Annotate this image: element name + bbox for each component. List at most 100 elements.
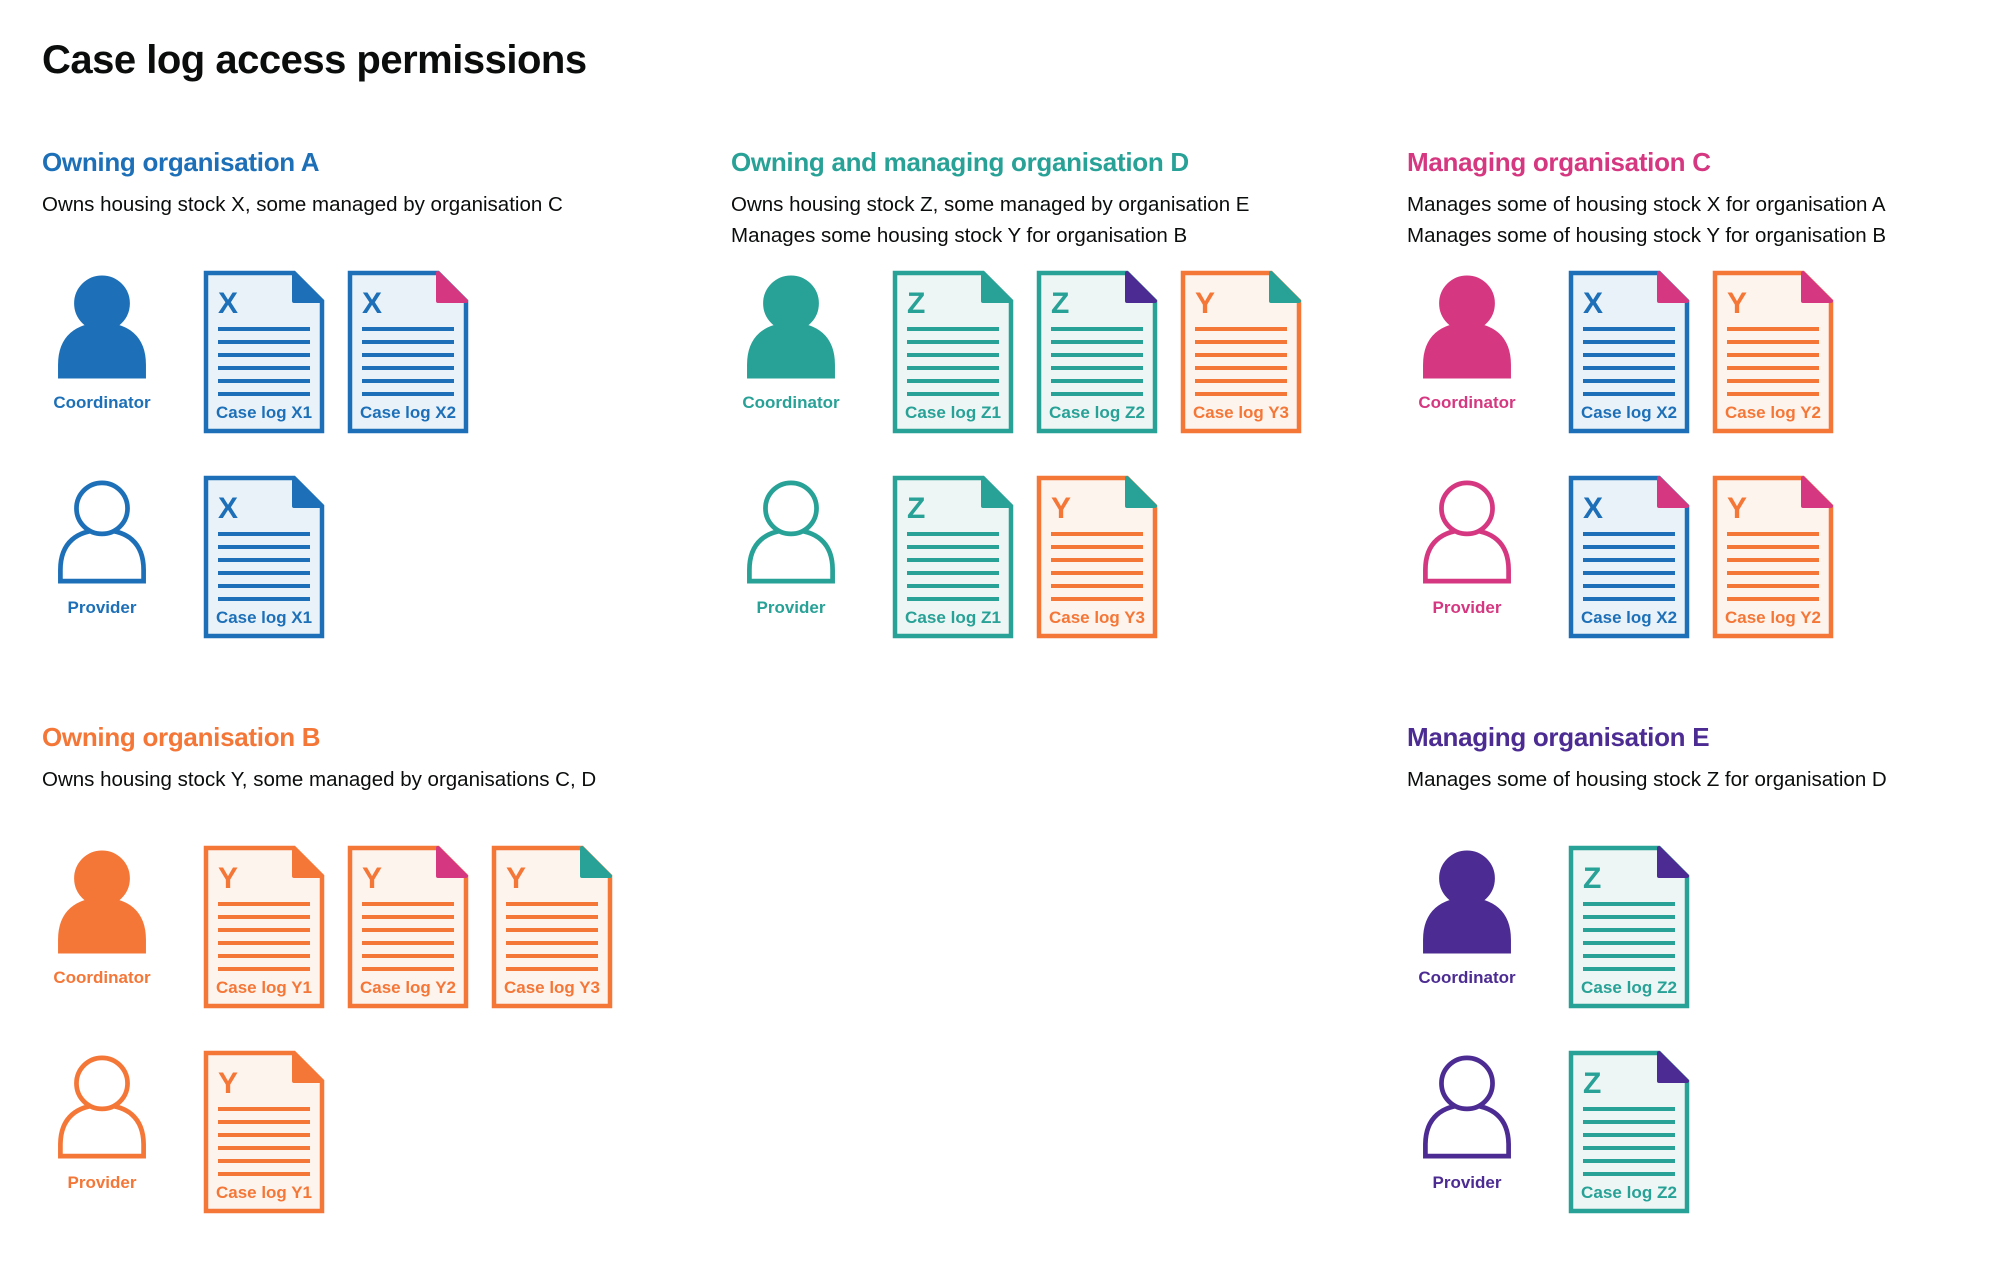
doc-text-line [1583,1172,1675,1176]
doc-corner-fold [1125,476,1157,508]
section-org-c: Managing organisation C Manages some of … [1407,147,1967,688]
case-log-doc-icon: X Case log X1 [203,270,325,434]
doc-corner-fold [1657,846,1689,878]
person: Provider [42,475,162,618]
provider-person-icon [58,1055,146,1159]
doc-text-line [362,379,454,383]
case-log-docs: Z Case log Z2 [1568,845,1690,1009]
person: Coordinator [1407,270,1527,413]
person: Provider [1407,475,1527,618]
description-line: Manages some housing stock Y for organis… [731,223,1188,247]
case-log-docs: X Case log X2 Y Case log Y2 [1568,270,1834,434]
doc-corner-fold [580,846,612,878]
doc-text-line [218,545,310,549]
doc-text-line [1583,954,1675,958]
doc-text-line [506,902,598,906]
stock-letter: Y [362,862,382,895]
doc-text-line [1583,1107,1675,1111]
coordinator-person-icon [1423,850,1511,954]
doc-text-line [907,327,999,331]
doc-text-line [907,571,999,575]
case-log-docs: Z Case log Z1 Y Case log Y3 [892,475,1158,639]
doc-text-line [1727,558,1819,562]
doc-corner-fold [981,271,1013,303]
role-label: Provider [1432,1173,1502,1192]
section-heading: Managing organisation E [1407,722,1710,752]
role-label: Provider [67,1173,137,1192]
case-log-doc-icon: Y Case log Y2 [347,845,469,1009]
section-description: Manages some of housing stock X for orga… [1407,189,1967,251]
provider-row: Provider Z Case log Z2 [1407,1050,1690,1214]
doc-page [347,270,469,434]
coordinator-row: Coordinator Y Case log Y1 Y Case log Y2 Y Cas… [42,845,613,1009]
doc-text-line [1727,584,1819,588]
description-line: Manages some of housing stock X for orga… [1407,192,1886,216]
coordinator-person-icon [747,275,835,379]
doc-text-line [1727,327,1819,331]
case-log-label: Case log Z2 [1049,403,1145,422]
section-org-a: Owning organisation A Owns housing stock… [42,147,682,688]
doc-text-line [1583,902,1675,906]
doc-page [203,270,325,434]
doc-text-line [907,597,999,601]
coordinator-row: Coordinator X Case log X2 Y Case log Y2 [1407,270,1834,434]
doc-text-line [1727,379,1819,383]
case-log-doc-case-log-x2: X Case log X2 [347,270,469,434]
doc-text-line [907,353,999,357]
doc-text-line [506,941,598,945]
case-log-doc-case-log-z1: Z Case log Z1 [892,270,1014,434]
stock-letter: Y [506,862,526,895]
doc-text-line [1195,392,1287,396]
case-log-label: Case log Y2 [1725,608,1821,627]
doc-text-line [1583,340,1675,344]
doc-text-line [218,366,310,370]
doc-text-line [218,1146,310,1150]
doc-corner-fold [1657,271,1689,303]
doc-text-line [218,902,310,906]
person: Coordinator [731,270,851,413]
doc-page [1568,1050,1690,1214]
case-log-label: Case log Y2 [360,978,456,997]
case-log-doc-icon: Z Case log Z1 [892,475,1014,639]
case-log-doc-case-log-y2: Y Case log Y2 [347,845,469,1009]
doc-text-line [362,366,454,370]
doc-text-line [1583,392,1675,396]
person: Coordinator [42,845,162,988]
coordinator-row: Coordinator Z Case log Z2 [1407,845,1690,1009]
doc-text-line [1195,379,1287,383]
doc-corner-fold [292,271,324,303]
doc-text-line [1051,532,1143,536]
doc-corner-fold [1657,1051,1689,1083]
doc-page [1712,475,1834,639]
doc-text-line [218,941,310,945]
doc-corner-fold [292,846,324,878]
case-log-label: Case log Z2 [1581,1183,1677,1202]
case-log-label: Case log X2 [1581,403,1677,422]
provider-row: Provider X Case log X2 Y Case log Y2 [1407,475,1834,639]
doc-text-line [362,967,454,971]
stock-letter: X [362,287,382,320]
case-log-doc-case-log-y1: Y Case log Y1 [203,845,325,1009]
doc-text-line [218,915,310,919]
doc-text-line [1583,597,1675,601]
stock-letter: Y [218,1067,238,1100]
section-description: Owns housing stock X, some managed by or… [42,189,682,220]
doc-page [1180,270,1302,434]
section-org-e: Managing organisation E Manages some of … [1407,722,1967,1263]
case-log-doc-case-log-x2: X Case log X2 [1568,475,1690,639]
person: Coordinator [42,270,162,413]
doc-text-line [1583,545,1675,549]
coordinator-person-icon [1423,275,1511,379]
role-label: Coordinator [1418,968,1516,987]
case-log-doc-case-log-z2: Z Case log Z2 [1568,1050,1690,1214]
doc-text-line [1727,545,1819,549]
description-line: Owns housing stock Y, some managed by or… [42,767,597,791]
case-log-doc-icon: Z Case log Z1 [892,270,1014,434]
doc-text-line [907,532,999,536]
doc-corner-fold [436,846,468,878]
section-heading: Managing organisation C [1407,147,1711,177]
coordinator-person-icon [58,275,146,379]
doc-text-line [1583,584,1675,588]
provider-row: Provider Y Case log Y1 [42,1050,325,1214]
section-heading: Owning organisation B [42,722,321,752]
